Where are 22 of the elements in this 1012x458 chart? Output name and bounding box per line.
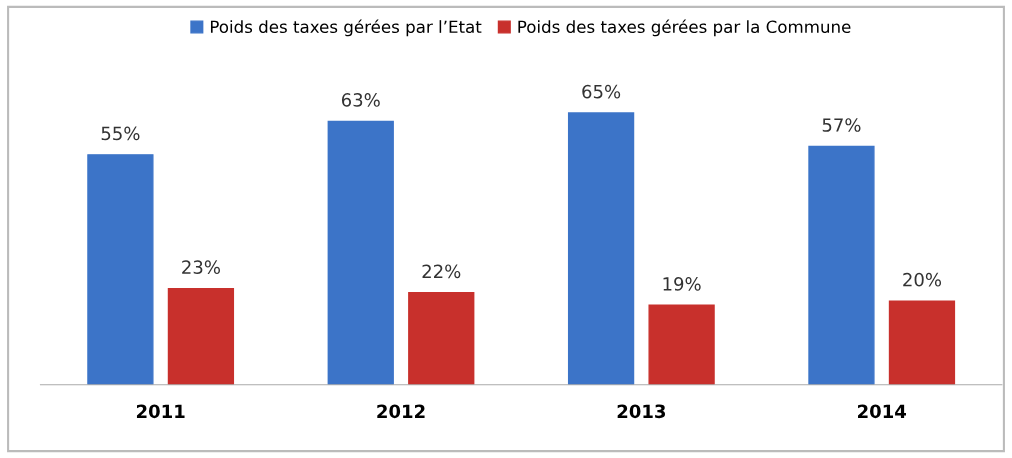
- bar: [87, 154, 154, 385]
- data-label: 55%: [101, 126, 140, 141]
- x-tick-label: 2014: [858, 404, 906, 419]
- bar: [327, 120, 394, 385]
- data-label: 63%: [341, 93, 380, 107]
- data-label: 19%: [663, 277, 701, 291]
- data-label: 22%: [422, 264, 461, 279]
- legend-label: Poids des taxes gérées par l’Etat: [210, 19, 482, 37]
- x-tick-label: 2013: [617, 404, 666, 419]
- data-label: 20%: [903, 272, 942, 287]
- bar: [567, 112, 635, 385]
- legend-label: Poids des taxes gérées par la Commune: [518, 19, 851, 37]
- bar: [808, 145, 875, 385]
- bar: [648, 304, 715, 385]
- data-label: 65%: [582, 84, 621, 99]
- bar: [888, 300, 956, 385]
- data-label: 57%: [822, 118, 861, 132]
- data-label: 23%: [182, 260, 220, 274]
- bar: [167, 287, 235, 385]
- bar: [408, 292, 475, 385]
- x-tick-label: 2012: [377, 404, 425, 419]
- x-tick-label: 2011: [136, 404, 185, 419]
